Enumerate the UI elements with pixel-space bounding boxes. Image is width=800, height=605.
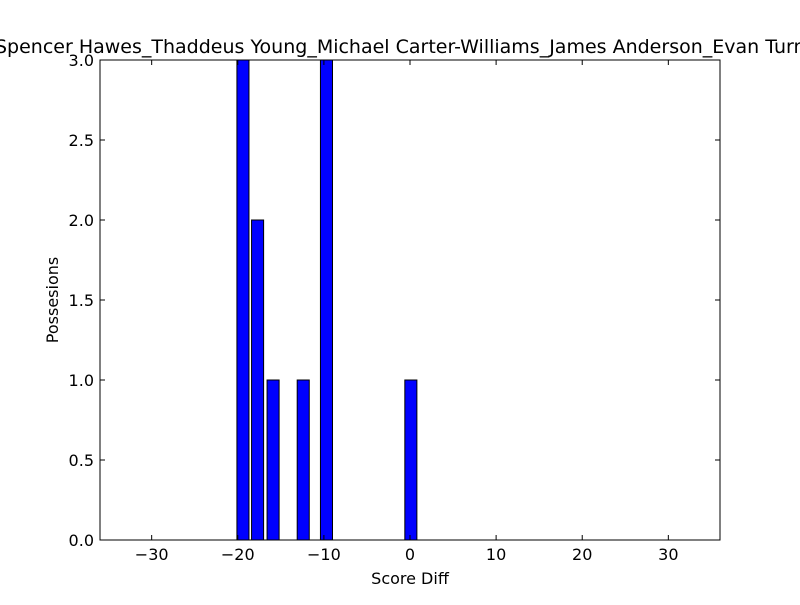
bar-1 <box>251 219 265 541</box>
bars-layer <box>236 59 418 541</box>
x-axis-label: Score Diff <box>371 569 450 588</box>
bar-3 <box>296 379 310 541</box>
bar-2 <box>266 379 280 541</box>
x-tick-label-4: 10 <box>486 545 506 564</box>
ticks-layer: −30 −20 −10 0 10 20 30 0.0 0.5 1.0 1.5 2.0 2.5 3.0 <box>69 51 720 564</box>
y-tick-label-1: 0.5 <box>69 451 94 470</box>
x-tick-label-2: −10 <box>307 545 341 564</box>
x-tick-label-0: −30 <box>135 545 169 564</box>
y-tick-label-4: 2.0 <box>69 211 94 230</box>
y-tick-label-0: 0.0 <box>69 531 94 550</box>
y-tick-label-3: 1.5 <box>69 291 94 310</box>
chart-title: Spencer Hawes_Thaddeus Young_Michael Car… <box>0 36 800 58</box>
x-tick-label-3: 0 <box>405 545 415 564</box>
bar-0 <box>236 59 250 541</box>
y-tick-label-2: 1.0 <box>69 371 94 390</box>
bar-4 <box>319 59 334 541</box>
y-axis-label: Possesions <box>43 257 62 343</box>
x-tick-label-6: 30 <box>658 545 678 564</box>
x-tick-label-5: 20 <box>572 545 592 564</box>
bar-5 <box>404 379 418 541</box>
y-tick-label-5: 2.5 <box>69 131 94 150</box>
y-tick-label-6: 3.0 <box>69 51 94 70</box>
x-tick-label-1: −20 <box>221 545 255 564</box>
